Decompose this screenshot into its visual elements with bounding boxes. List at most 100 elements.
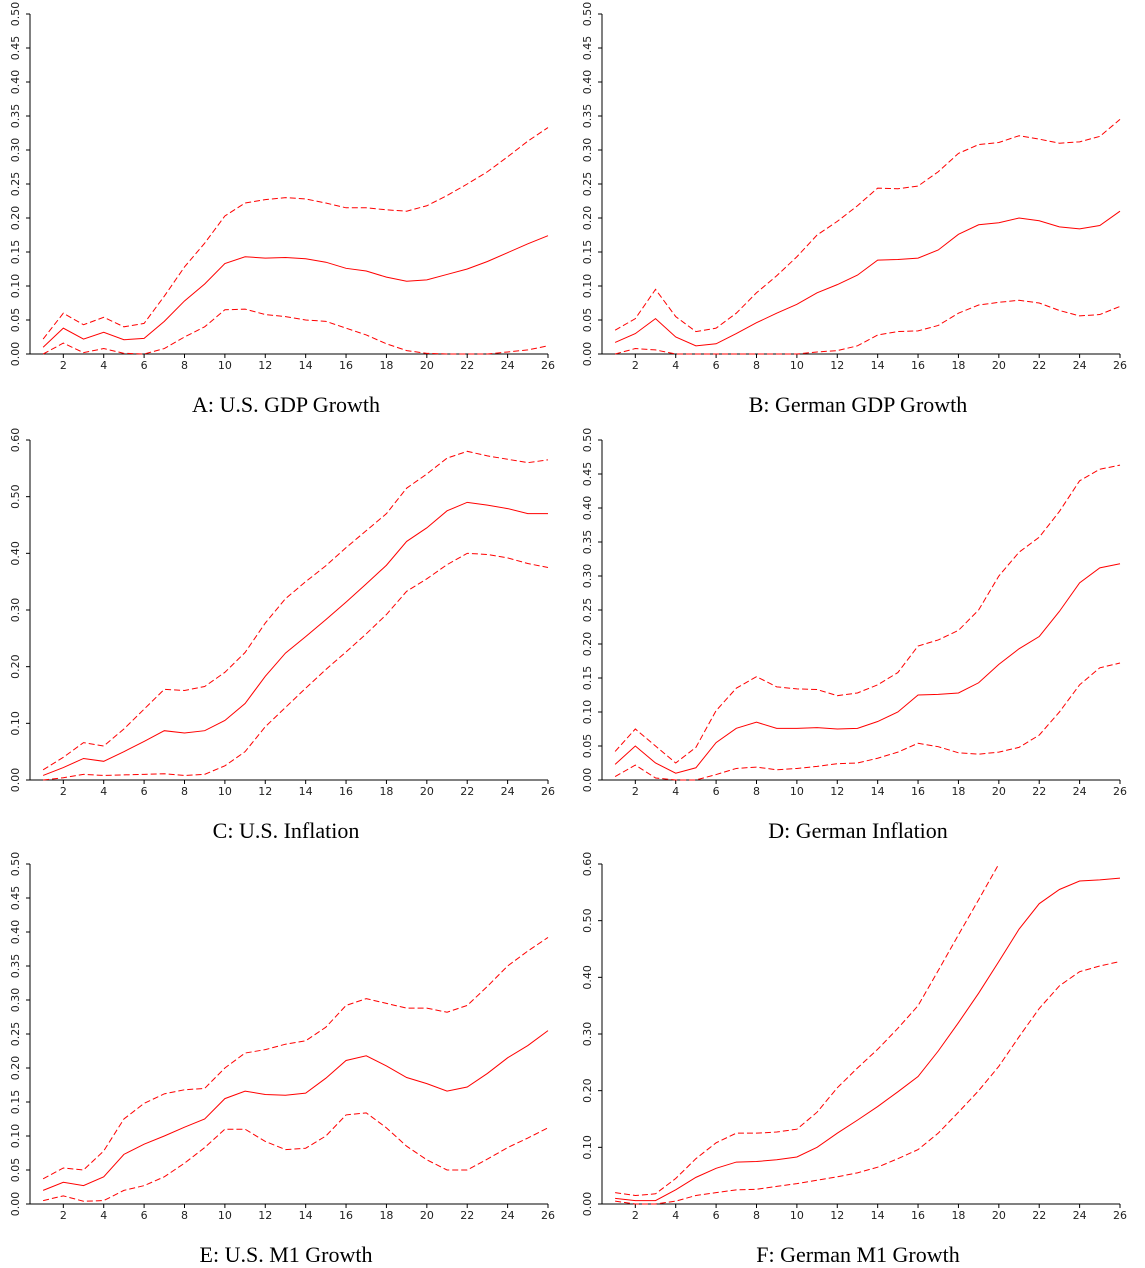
- y-tick-label: 0.50: [581, 428, 594, 453]
- x-tick-label: 12: [258, 785, 272, 798]
- band-line: [42, 308, 549, 355]
- x-tick-label: 12: [258, 1209, 272, 1222]
- panel: 0.000.100.200.300.400.500.602 4 6 8 10 12 14 16…: [581, 852, 1127, 1267]
- x-tick-label: 16: [911, 1209, 925, 1222]
- y-tick-label: 0.35: [581, 104, 594, 129]
- x-tick-label: 22: [460, 1209, 474, 1222]
- x-tick-label: 10: [218, 785, 232, 798]
- x-tick-label: 14: [871, 1209, 885, 1222]
- band-line: [43, 552, 549, 781]
- y-tick-label: 0.50: [9, 484, 22, 509]
- y-tick-label: 0.20: [581, 1078, 594, 1103]
- y-tick-label: 0.50: [581, 908, 594, 933]
- x-tick-label: 18: [379, 785, 393, 798]
- x-tick-label: 24: [501, 785, 515, 798]
- x-tick-label: 20: [420, 785, 434, 798]
- x-tick-label: 4: [672, 359, 679, 372]
- y-tick-label: 0.50: [9, 852, 22, 877]
- y-tick-label: 0.15: [9, 1090, 22, 1115]
- y-tick-label: 0.00: [581, 1192, 594, 1217]
- y-tick-label: 0.30: [9, 598, 22, 623]
- x-tick-label: 8: [753, 359, 760, 372]
- x-tick-label: 12: [830, 1209, 844, 1222]
- x-tick-label: 4: [100, 359, 107, 372]
- x-tick-label: 22: [1032, 1209, 1046, 1222]
- y-tick-label: 0.40: [9, 70, 22, 95]
- y-tick-label: 0.25: [9, 1022, 22, 1047]
- y-tick-label: 0.35: [9, 954, 22, 979]
- x-tick-label: 16: [339, 785, 353, 798]
- y-tick-label: 0.15: [9, 240, 22, 265]
- caption: E: U.S. M1 Growth: [200, 1242, 373, 1267]
- estimate-line: [42, 501, 548, 776]
- y-tick-label: 0.00: [581, 768, 594, 793]
- estimate-line: [614, 210, 1121, 347]
- x-tick-label: 24: [1073, 359, 1087, 372]
- x-tick-label: 2: [60, 785, 67, 798]
- y-tick-label: 0.45: [9, 36, 22, 61]
- y-tick-label: 0.20: [9, 206, 22, 231]
- band-line: [614, 119, 1121, 333]
- y-tick-label: 0.45: [581, 462, 594, 487]
- x-tick-label: 6: [141, 359, 148, 372]
- x-tick-label: 4: [100, 1209, 107, 1222]
- x-tick-label: 26: [1113, 785, 1127, 798]
- x-tick-label: 26: [1113, 359, 1127, 372]
- band-line: [42, 127, 549, 340]
- x-tick-label: 18: [951, 1209, 965, 1222]
- x-tick-label: 8: [181, 1209, 188, 1222]
- x-tick-label: 2: [60, 1209, 67, 1222]
- band-line: [42, 450, 549, 771]
- panel: 0.00 0.05 0.10 0.15 0.20 0.25 0.30 0.35 0.40 0.45…: [9, 852, 555, 1267]
- x-tick-label: 4: [672, 1209, 679, 1222]
- x-tick-label: 16: [339, 1209, 353, 1222]
- x-tick-label: 26: [541, 1209, 555, 1222]
- y-tick-label: 0.10: [581, 1135, 594, 1160]
- y-tick-label: 0.00: [9, 768, 22, 793]
- y-tick-label: 0.35: [9, 104, 22, 129]
- y-tick-label: 0.05: [9, 1158, 22, 1183]
- estimate-line: [42, 1030, 549, 1191]
- band-line: [43, 1112, 549, 1202]
- x-tick-label: 4: [100, 785, 107, 798]
- y-tick-label: 0.10: [581, 274, 594, 299]
- x-tick-label: 18: [951, 785, 965, 798]
- x-tick-label: 22: [1032, 359, 1046, 372]
- x-tick-label: 2: [60, 359, 67, 372]
- x-tick-label: 14: [871, 785, 885, 798]
- y-tick-label: 0.10: [9, 1124, 22, 1149]
- band-line: [615, 960, 1121, 1205]
- x-tick-label: 10: [218, 1209, 232, 1222]
- y-tick-label: 0.20: [581, 632, 594, 657]
- estimate-line: [42, 235, 549, 348]
- x-tick-label: 12: [830, 359, 844, 372]
- x-tick-label: 20: [420, 1209, 434, 1222]
- x-tick-label: 14: [299, 359, 313, 372]
- y-tick-label: 0.10: [9, 274, 22, 299]
- x-tick-label: 22: [460, 785, 474, 798]
- y-tick-label: 0.50: [581, 2, 594, 27]
- x-tick-label: 10: [790, 785, 804, 798]
- x-tick-label: 10: [790, 359, 804, 372]
- y-tick-label: 0.25: [581, 598, 594, 623]
- y-tick-label: 0.00: [9, 1192, 22, 1217]
- y-tick-label: 0.10: [9, 711, 22, 736]
- x-tick-label: 20: [992, 785, 1006, 798]
- y-tick-label: 0.40: [581, 965, 594, 990]
- caption: F: German M1 Growth: [756, 1242, 959, 1267]
- x-tick-label: 18: [951, 359, 965, 372]
- y-tick-label: 0.30: [581, 138, 594, 163]
- caption: C: U.S. Inflation: [213, 818, 360, 843]
- x-tick-label: 12: [258, 359, 272, 372]
- y-tick-label: 0.35: [581, 530, 594, 555]
- y-tick-label: 0.50: [9, 2, 22, 27]
- panel: 0.000.100.200.300.400.500.602 4 6 8 10 12 14 16…: [9, 428, 555, 843]
- x-tick-label: 16: [339, 359, 353, 372]
- y-tick-label: 0.25: [9, 172, 22, 197]
- x-tick-label: 8: [181, 359, 188, 372]
- y-tick-label: 0.60: [9, 428, 22, 453]
- caption: A: U.S. GDP Growth: [192, 392, 380, 417]
- x-tick-label: 6: [713, 1209, 720, 1222]
- x-tick-label: 18: [379, 359, 393, 372]
